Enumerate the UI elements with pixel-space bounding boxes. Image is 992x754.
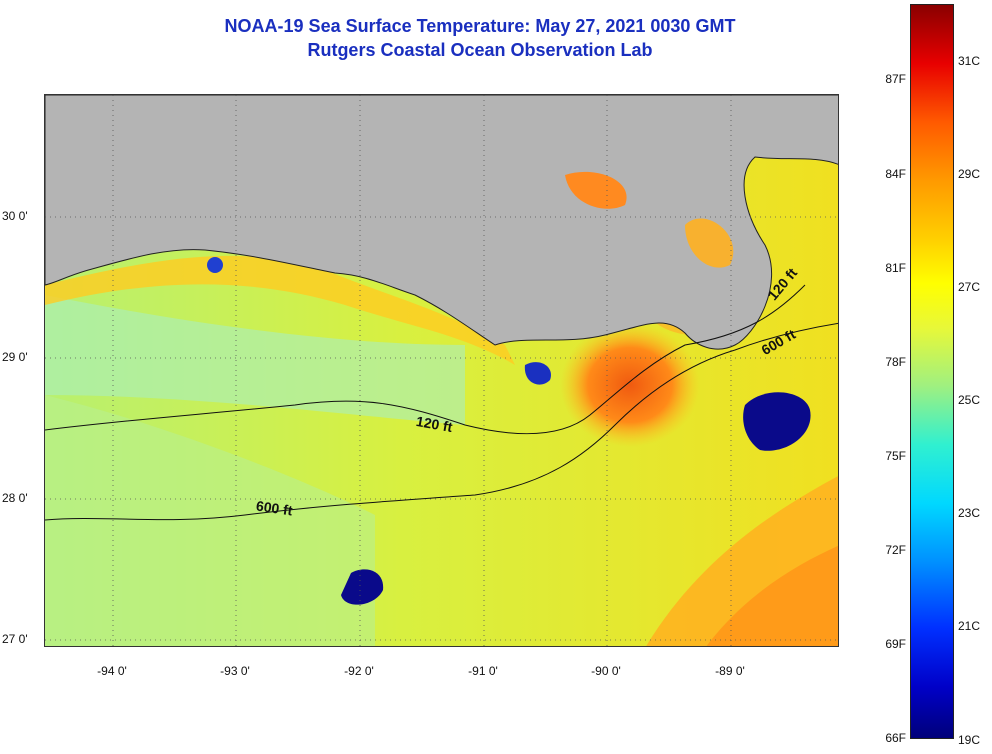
temperature-colorbar: [910, 4, 954, 739]
lon-label-93: -93 0': [220, 664, 250, 678]
sst-map[interactable]: [44, 94, 839, 647]
lon-label-91: -91 0': [468, 664, 498, 678]
landmass: [45, 95, 838, 350]
colorbar-f-84: 84F: [885, 167, 906, 181]
colorbar-c-31: 31C: [958, 54, 981, 68]
lat-label-28: 28 0': [2, 491, 28, 505]
lat-label-27: 27 0': [2, 632, 28, 646]
cold-patch-east: [743, 392, 811, 451]
cool-water-band: [45, 295, 465, 425]
cold-patch-south: [341, 569, 384, 605]
lat-label-30: 30 0': [2, 209, 28, 223]
colorbar-c-21: 21C: [958, 619, 981, 633]
lon-label-92: -92 0': [344, 664, 374, 678]
sst-map-canvas: [45, 95, 838, 646]
river-plume: [560, 323, 700, 447]
title-line-1: NOAA-19 Sea Surface Temperature: May 27,…: [224, 16, 736, 36]
colorbar-c-25: 25C: [958, 393, 981, 407]
colorbar-f-78: 78F: [885, 355, 906, 369]
colorbar-f-69: 69F: [885, 637, 906, 651]
colorbar-f-66: 66F: [885, 731, 906, 745]
colorbar-f-87: 87F: [885, 72, 906, 86]
marsh-warm-area: [685, 218, 734, 268]
coastal-lake-warm: [565, 171, 627, 209]
isobath-600ft: [45, 322, 838, 521]
isobath-120ft: [45, 284, 806, 435]
map-title: NOAA-19 Sea Surface Temperature: May 27,…: [180, 14, 780, 62]
colorbar-f-72: 72F: [885, 543, 906, 557]
colorbar-c-29: 29C: [958, 167, 981, 181]
lon-label-90: -90 0': [591, 664, 621, 678]
colorbar-c-27: 27C: [958, 280, 981, 294]
lon-label-89: -89 0': [715, 664, 745, 678]
graticule: [45, 95, 838, 646]
title-line-2: Rutgers Coastal Ocean Observation Lab: [307, 40, 653, 60]
warm-water-southeast-core: [706, 545, 838, 646]
coastal-warm-strip: [45, 255, 515, 365]
colorbar-f-81: 81F: [885, 261, 906, 275]
colorbar-f-75: 75F: [885, 449, 906, 463]
lat-label-29: 29 0': [2, 350, 28, 364]
lon-label-94: -94 0': [97, 664, 127, 678]
colorbar-c-23: 23C: [958, 506, 981, 520]
cold-patch-coast: [207, 257, 223, 273]
colorbar-c-19: 19C: [958, 733, 981, 747]
cold-patch-delta: [524, 362, 551, 385]
cool-water-band-south: [45, 395, 375, 646]
